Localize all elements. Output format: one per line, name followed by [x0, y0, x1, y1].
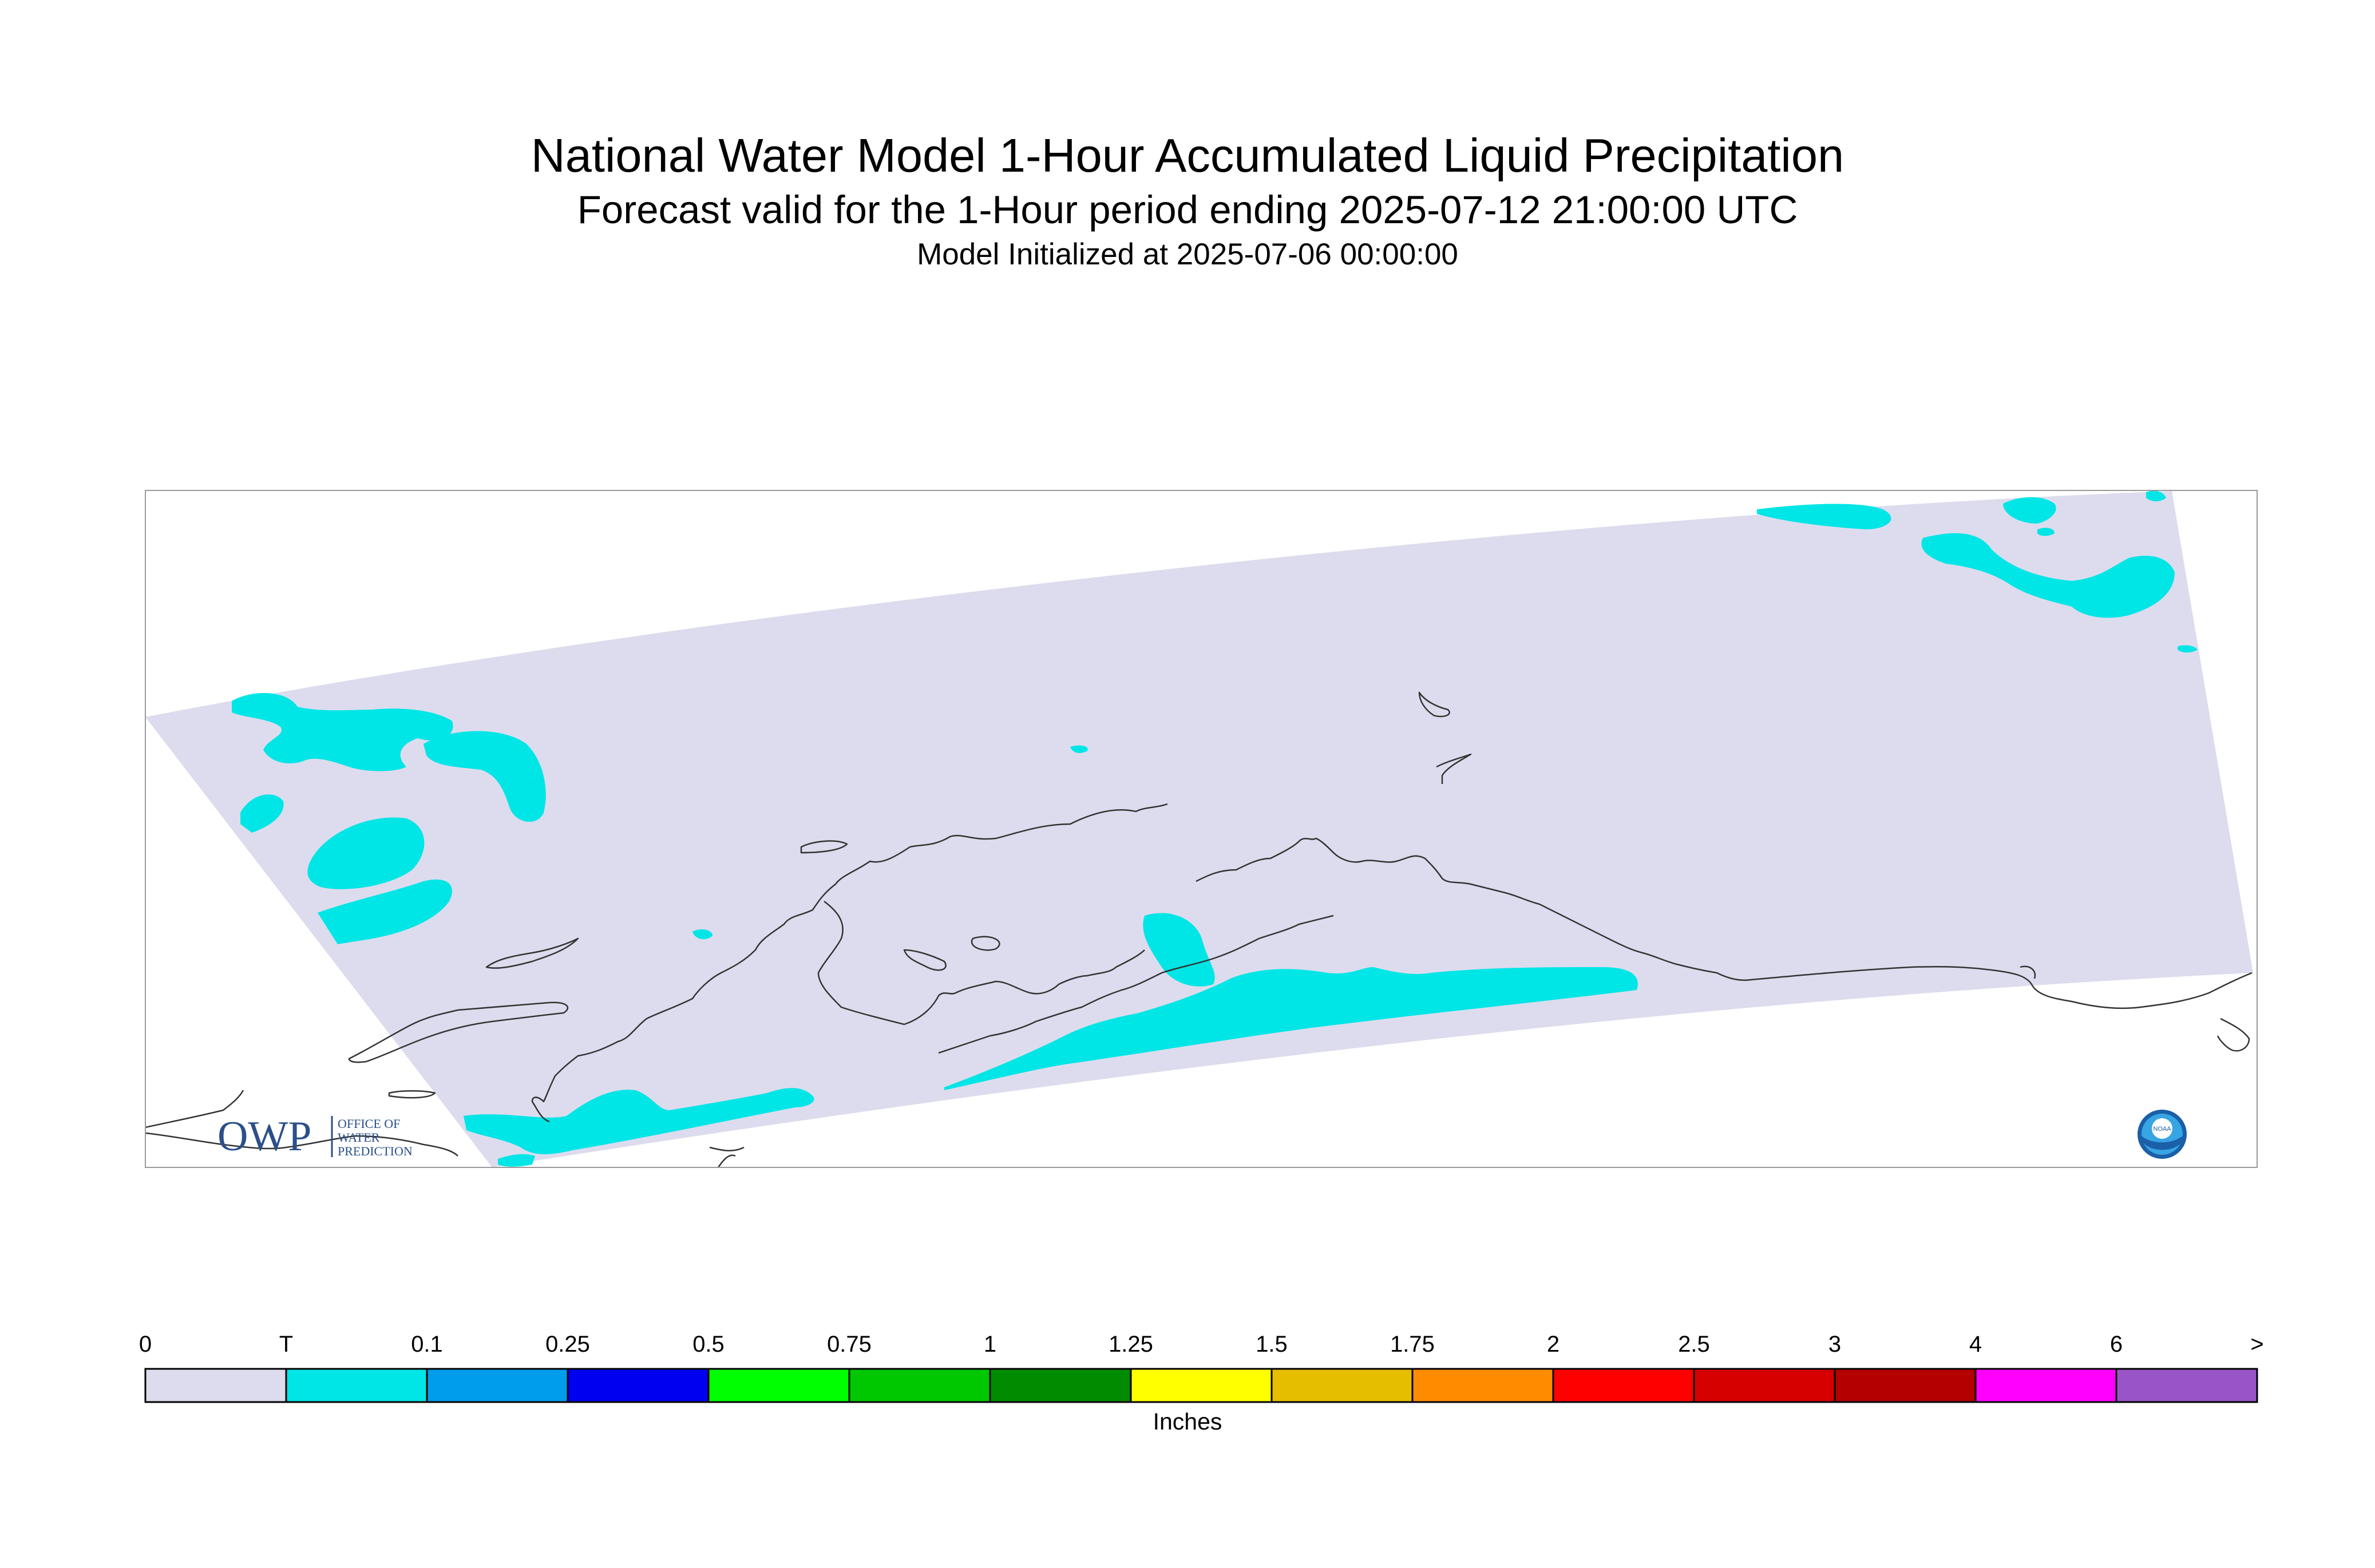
- precip-area-tiny: [1070, 745, 1088, 753]
- precip-area-ne-1: [1757, 504, 1891, 529]
- legend-bin-12: [1834, 1368, 1977, 1403]
- island-a: [971, 936, 1000, 951]
- legend-bin-6: [989, 1368, 1132, 1403]
- precip-area-ne-3: [2003, 497, 2056, 524]
- legend-label-9: 1.75: [1390, 1332, 1435, 1357]
- legend-label-14: 6: [2110, 1332, 2123, 1357]
- legend-bin-5: [848, 1368, 991, 1403]
- precip-area-ne-4: [2146, 490, 2166, 501]
- legend-label-1: T: [279, 1332, 293, 1357]
- legend-bin-10: [1552, 1368, 1695, 1403]
- precip-area-ne-6: [2178, 645, 2198, 653]
- precip-area-kenai: [1143, 913, 1215, 987]
- coastline-kenai: [1196, 837, 1752, 981]
- island-f: [388, 1090, 436, 1099]
- legend-bin-3: [567, 1368, 710, 1403]
- legend-units: Inches: [1153, 1408, 1222, 1435]
- legend-bin-9: [1411, 1368, 1554, 1403]
- legend-label-10: 2: [1547, 1332, 1559, 1357]
- legend-bin-11: [1693, 1368, 1836, 1403]
- model-domain: [145, 491, 2253, 1167]
- noaa-logo-text: NOAA: [2153, 1126, 2171, 1133]
- legend-label-5: 0.75: [827, 1332, 872, 1357]
- legend-bin-7: [1130, 1368, 1273, 1403]
- init-time: Model Initialized at 2025-07-06 00:00:00: [917, 237, 1458, 271]
- color-legend: 0 T 0.1 0.25 0.5 0.75 1 1.25 1.5 1.75 2 2.5 3 4 6 >: [139, 1332, 2264, 1403]
- legend-label-11: 2.5: [1678, 1332, 1710, 1357]
- coastline-se-small: [709, 1146, 745, 1151]
- island-d: [1436, 753, 1472, 784]
- island-g: [485, 937, 579, 969]
- legend-bin-13: [1974, 1368, 2117, 1403]
- coastline-bottom: [717, 1154, 736, 1167]
- legend-label-8: 1.5: [1256, 1332, 1288, 1357]
- coastline-east: [1751, 965, 2253, 1009]
- map-title: National Water Model 1-Hour Accumulated …: [531, 129, 1844, 182]
- precip-area-ne-5: [2037, 528, 2055, 536]
- coastline-gulf: [938, 914, 1334, 1054]
- legend-label-7: 1.25: [1109, 1332, 1153, 1357]
- legend-label-3: 0.25: [545, 1332, 590, 1357]
- owp-logo-line-2: WATER: [338, 1130, 380, 1145]
- legend-label-12: 3: [1828, 1332, 1841, 1357]
- map-frame: [145, 490, 2258, 1168]
- coastline-west: [145, 1090, 244, 1129]
- legend-bin-1: [285, 1368, 428, 1403]
- island-b: [903, 949, 947, 971]
- legend-bin-8: [1270, 1368, 1414, 1403]
- island-e: [800, 840, 848, 854]
- precip-area-nw-5: [318, 879, 452, 944]
- precip-area-sw: [464, 1088, 814, 1154]
- coastline-alaska-north: [1135, 803, 1168, 813]
- precip-area-ne-2: [1921, 533, 2175, 618]
- coastline-alaska: [531, 809, 1137, 1123]
- precip-area-south: [944, 967, 1638, 1090]
- coastline-east-2: [2020, 965, 2036, 979]
- legend-bin-14: [2115, 1368, 2258, 1403]
- coastlines: [145, 691, 2253, 1167]
- legend-label-6: 1: [984, 1332, 996, 1357]
- coastline-chukotka: [145, 1132, 458, 1157]
- owp-logo-line-1: OFFICE OF: [338, 1116, 400, 1131]
- coastline-panhandle: [2216, 1017, 2250, 1052]
- legend-bin-0: [144, 1368, 287, 1403]
- legend-label-15: >: [2250, 1332, 2263, 1357]
- legend-bin-4: [707, 1368, 850, 1403]
- legend-bin-2: [426, 1368, 569, 1403]
- coastline-bristol: [817, 901, 1145, 1025]
- precip-area-nw-2: [423, 731, 546, 822]
- precip-area-sw-tip: [498, 1154, 535, 1167]
- precip-areas: [232, 490, 2198, 1167]
- coastline-west-2: [348, 1001, 568, 1063]
- island-c: [1418, 691, 1450, 718]
- owp-logo-letters: OWP: [217, 1113, 311, 1160]
- precip-area-nw-3: [240, 794, 284, 833]
- precip-area-nw-4: [307, 817, 425, 889]
- legend-label-13: 4: [1969, 1332, 1982, 1357]
- legend-label-0: 0: [139, 1332, 152, 1357]
- map-subtitle: Forecast valid for the 1-Hour period end…: [577, 188, 1798, 232]
- precip-area-small: [692, 929, 712, 940]
- precip-area-nw-1: [232, 693, 453, 771]
- owp-logo: OWP OFFICE OF WATER PREDICTION: [217, 1113, 413, 1160]
- legend-label-2: 0.1: [411, 1332, 443, 1357]
- noaa-logo: NOAA: [2138, 1110, 2187, 1159]
- owp-logo-line-3: PREDICTION: [338, 1144, 413, 1158]
- legend-label-4: 0.5: [692, 1332, 725, 1357]
- precip-area-gulf-west: [1276, 977, 1335, 1000]
